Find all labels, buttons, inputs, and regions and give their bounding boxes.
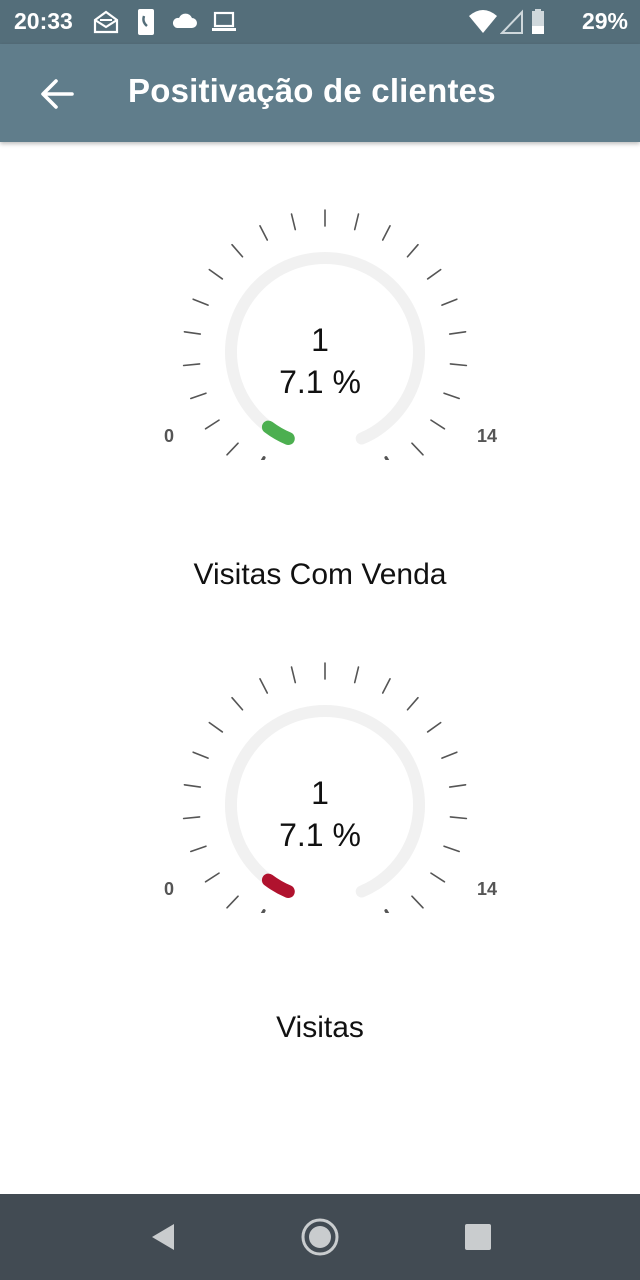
gauge-tick [259, 677, 269, 694]
gauge-tick [208, 268, 224, 280]
gauge-tick [448, 783, 467, 788]
gauge-tick [226, 895, 239, 909]
gauge-tick [259, 224, 269, 241]
signal-icon [500, 9, 523, 34]
gauge-tick [290, 213, 297, 231]
gauge-percent: 7.1 % [279, 817, 361, 853]
gauge-percent: 7.1 % [279, 364, 361, 400]
gauge-max-label: 14 [477, 879, 498, 899]
gauge-tick [208, 721, 224, 733]
gauge-major-tick [260, 909, 266, 913]
gauge-max-label: 14 [477, 426, 498, 446]
system-icons: 29% [468, 8, 628, 36]
home-circle-icon [301, 1218, 339, 1256]
gauge-tick [449, 816, 468, 820]
status-time: 20:33 [14, 8, 73, 34]
gauge-dial [182, 662, 468, 913]
gauge-track [225, 252, 425, 445]
gauge-major-tick [384, 909, 390, 913]
gauge-tick [192, 751, 209, 759]
gauge-tick [411, 895, 424, 909]
gauge-tick [353, 666, 360, 684]
gauge-tick [231, 696, 244, 711]
gauge-tick [183, 783, 202, 788]
gauge-tick [426, 268, 442, 280]
gauge-min-label: 0 [164, 879, 175, 899]
cloud-icon [172, 13, 197, 28]
gauge-tick [182, 816, 201, 820]
gauge-indicator [261, 873, 295, 899]
gauge-major-tick [384, 456, 390, 460]
gauge-dial [182, 209, 468, 460]
back-triangle-icon [152, 1224, 174, 1250]
gauge-tick [449, 363, 468, 367]
back-button[interactable] [30, 66, 86, 122]
wifi-icon [469, 10, 497, 33]
gauge-tick [448, 330, 467, 335]
phone-icon [138, 9, 154, 35]
gauge-tick [204, 419, 220, 430]
gauge-tick [183, 330, 202, 335]
gauge-tick [430, 872, 446, 883]
status-bar: 20:33 29% [0, 0, 640, 44]
gauge-tick [190, 392, 207, 400]
gauge-min-label: 0 [164, 426, 175, 446]
nav-home-button[interactable] [295, 1214, 345, 1260]
system-nav-bar [0, 1194, 640, 1280]
gauge-tick [226, 442, 239, 456]
gauge-tick [441, 751, 458, 759]
gauge-major-tick [260, 456, 266, 460]
gauge-title: Visitas Com Venda [193, 558, 447, 591]
gauge-value: 1 [311, 775, 329, 811]
gauge-value: 1 [311, 322, 329, 358]
gauge-tick [381, 224, 391, 241]
battery-percent: 29% [581, 8, 628, 34]
gauge-tick [426, 721, 442, 733]
gauge-tick [406, 696, 419, 711]
gauge-tick [190, 845, 207, 853]
gauge-tick [381, 677, 391, 694]
gauge-visitas: 1 7.1 % 0 14 Visitas [0, 653, 640, 1053]
gauge-track [225, 705, 425, 898]
gauge-tick [204, 872, 220, 883]
recents-square-icon [465, 1224, 491, 1250]
gauge-visitas-com-venda: 1 7.1 % 0 14 Visitas Com Venda [0, 200, 640, 600]
gauge-title: Visitas [276, 1011, 364, 1044]
gauge-tick [182, 363, 201, 367]
gauge-tick [430, 419, 446, 430]
gauge-indicator [261, 420, 295, 446]
gauge-tick [443, 845, 460, 853]
gauge-tick [353, 213, 360, 231]
gauge-tick [443, 392, 460, 400]
arrow-left-icon [41, 79, 74, 109]
laptop-icon [212, 11, 236, 31]
page-title: Positivação de clientes [128, 72, 496, 109]
gauge-tick [290, 666, 297, 684]
gauge-tick [411, 442, 424, 456]
nav-back-button[interactable] [140, 1214, 190, 1260]
battery-icon [532, 9, 544, 34]
gauge-tick [192, 298, 209, 306]
app-bar: Positivação de clientes [0, 44, 640, 142]
gauge-tick [231, 243, 244, 258]
nav-recents-button[interactable] [453, 1214, 503, 1260]
gauge-tick [406, 243, 419, 258]
gauge-tick [441, 298, 458, 306]
envelope-open-icon [93, 10, 119, 34]
